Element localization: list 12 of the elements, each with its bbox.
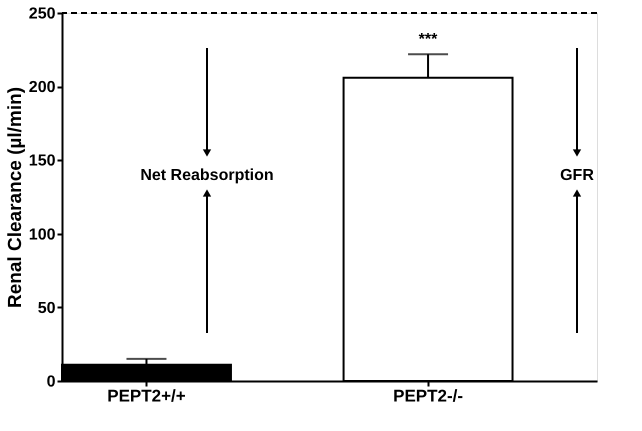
- annotation: GFR: [560, 167, 594, 184]
- annotation: Net Reabsorption: [140, 167, 274, 184]
- y-tick-label: 0: [46, 374, 56, 390]
- y-tick-label: 50: [38, 300, 56, 317]
- y-tick-label: 200: [28, 79, 56, 96]
- y-tick-label: 250: [28, 6, 56, 22]
- y-tick-label: 150: [28, 152, 56, 170]
- x-tick-label: PEPT2+/+: [107, 386, 186, 406]
- x-tick-label: PEPT2-/-: [393, 386, 464, 406]
- y-axis-title: Renal Clearance (µl/min): [4, 86, 26, 308]
- y-tick-label: 100: [28, 226, 56, 244]
- annotation: ***: [418, 31, 438, 48]
